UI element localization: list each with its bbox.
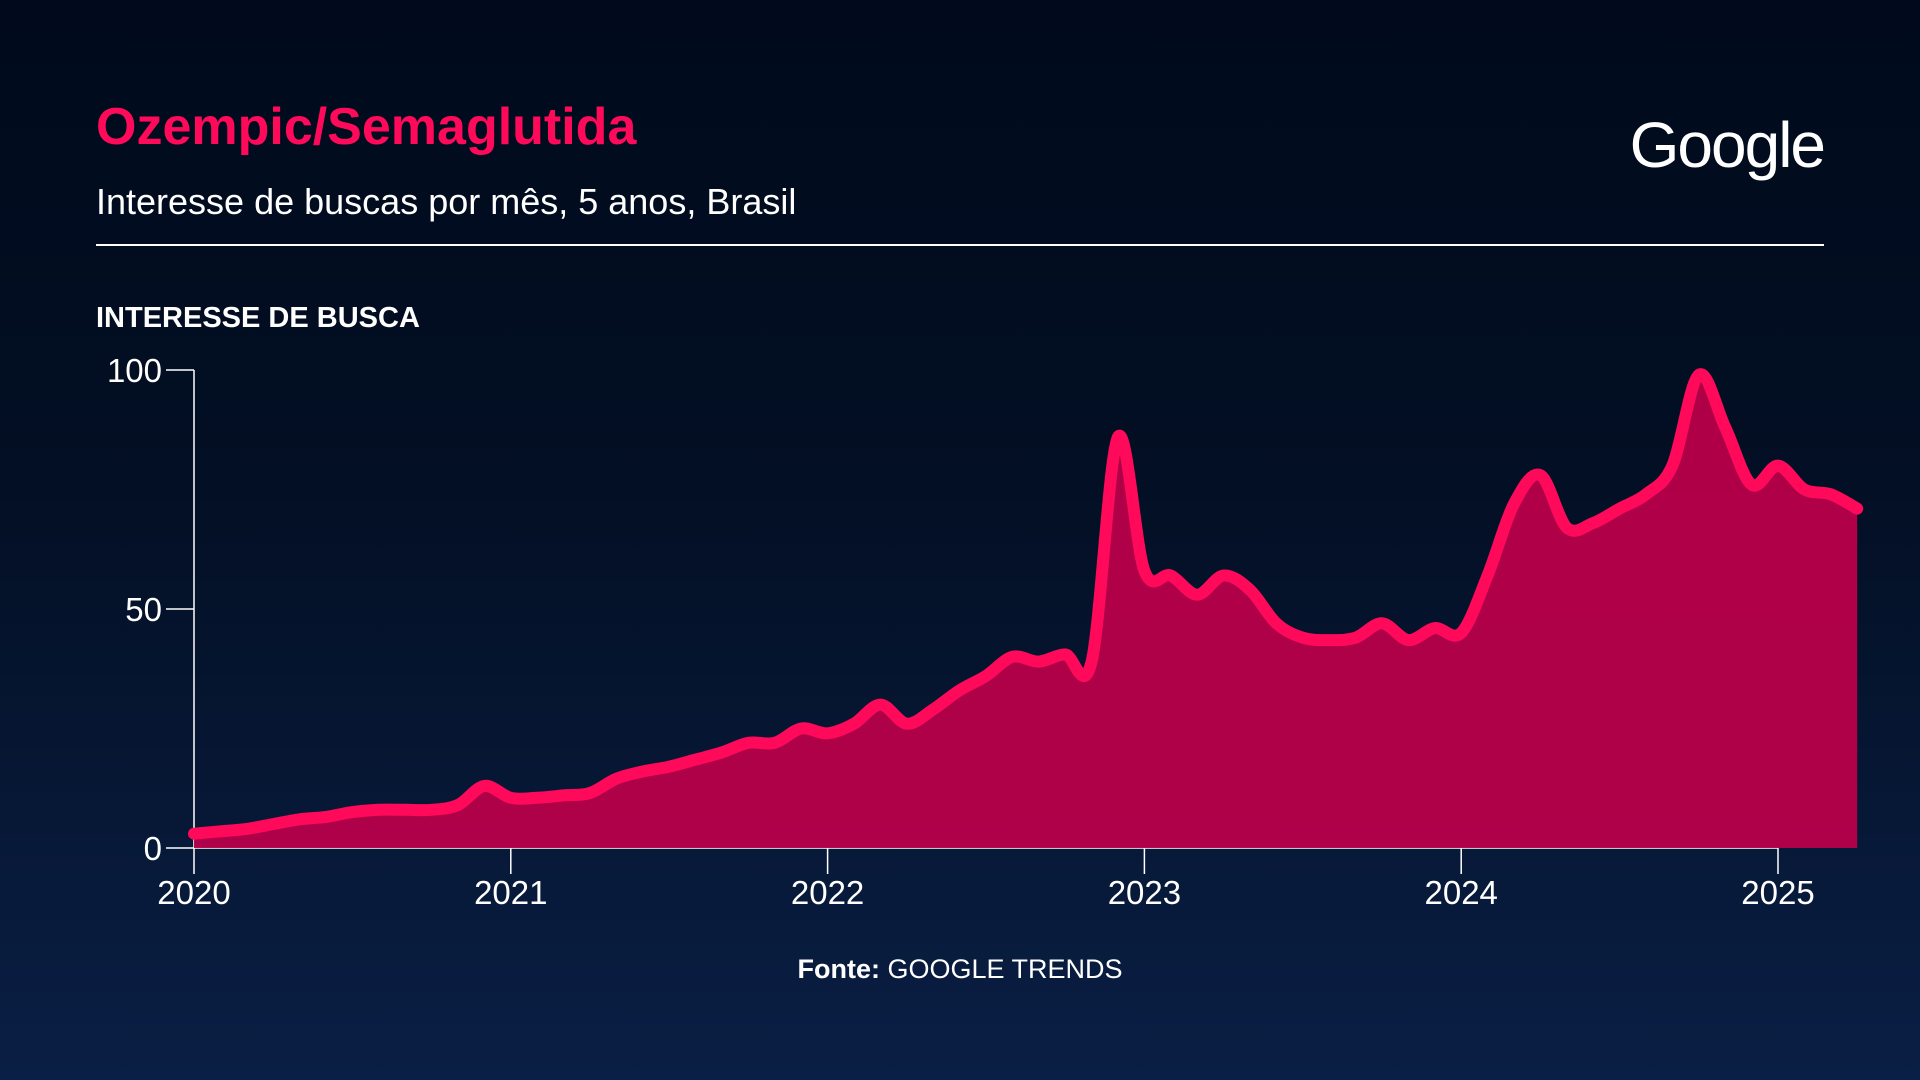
x-tick-label: 2025 <box>1741 874 1814 911</box>
x-tick-label: 2021 <box>474 874 547 911</box>
series-line <box>188 368 1864 840</box>
x-tick-label: 2024 <box>1424 874 1497 911</box>
area-fill <box>194 374 1858 848</box>
y-axis-label: INTERESSE DE BUSCA <box>96 302 420 334</box>
x-tick-label: 2022 <box>791 874 864 911</box>
y-tick-label: 0 <box>144 830 162 867</box>
chart-title: Ozempic/Semaglutida <box>96 98 637 156</box>
y-tick-label: 100 <box>107 352 162 389</box>
x-tick-label: 2020 <box>157 874 230 911</box>
y-tick-label: 50 <box>125 591 162 628</box>
source-label: Fonte: <box>797 954 880 984</box>
chart-subtitle: Interesse de buscas por mês, 5 anos, Bra… <box>96 181 797 222</box>
source-note: Fonte: GOOGLE TRENDS <box>0 952 1920 986</box>
google-logo: Google <box>1629 109 1826 181</box>
source-value: GOOGLE TRENDS <box>887 954 1123 984</box>
header-divider <box>96 244 1824 246</box>
x-tick-label: 2023 <box>1108 874 1181 911</box>
